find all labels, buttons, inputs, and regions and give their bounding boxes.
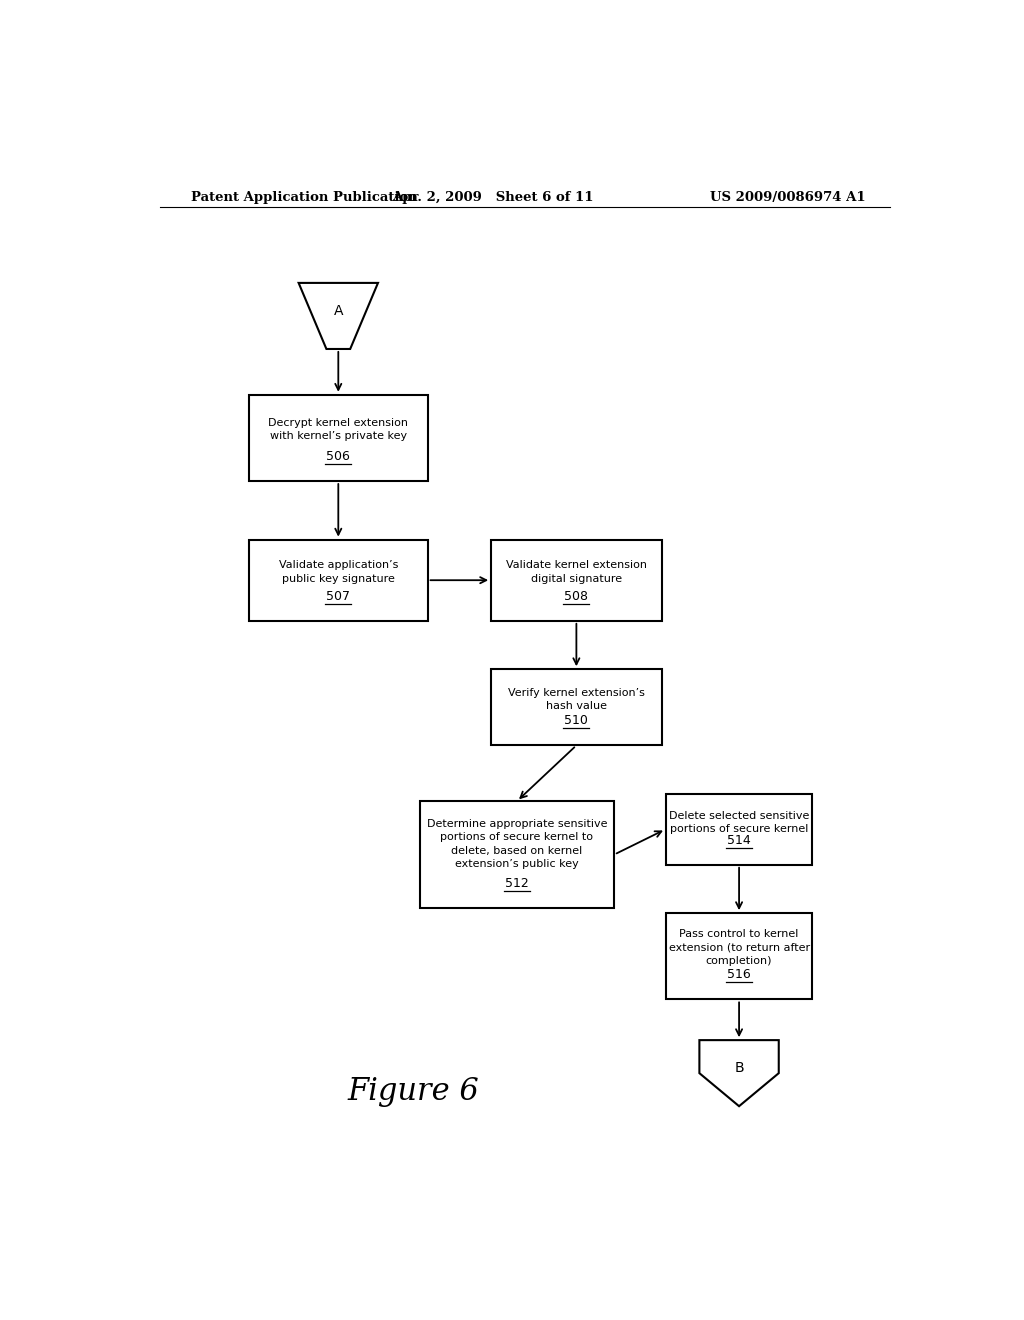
- Text: Pass control to kernel
extension (to return after
completion): Pass control to kernel extension (to ret…: [669, 929, 810, 966]
- Bar: [420, 801, 614, 908]
- Bar: [249, 540, 428, 620]
- Text: Verify kernel extension’s
hash value: Verify kernel extension’s hash value: [508, 688, 645, 711]
- Text: Validate application’s
public key signature: Validate application’s public key signat…: [279, 561, 398, 583]
- Text: 506: 506: [327, 450, 350, 463]
- Bar: [666, 913, 812, 999]
- Text: B: B: [734, 1061, 743, 1076]
- Text: Validate kernel extension
digital signature: Validate kernel extension digital signat…: [506, 561, 647, 583]
- Polygon shape: [299, 282, 378, 348]
- Bar: [249, 395, 428, 480]
- Text: Determine appropriate sensitive
portions of secure kernel to
delete, based on ke: Determine appropriate sensitive portions…: [427, 820, 607, 869]
- Text: Patent Application Publication: Patent Application Publication: [191, 190, 418, 203]
- Text: US 2009/0086974 A1: US 2009/0086974 A1: [711, 190, 866, 203]
- Text: A: A: [334, 304, 343, 318]
- Bar: [666, 793, 812, 865]
- Text: 508: 508: [564, 590, 589, 602]
- Text: 514: 514: [727, 833, 751, 846]
- Text: Figure 6: Figure 6: [348, 1076, 479, 1107]
- Text: 512: 512: [505, 876, 528, 890]
- Bar: [492, 669, 662, 746]
- Bar: [492, 540, 662, 620]
- Text: Decrypt kernel extension
with kernel’s private key: Decrypt kernel extension with kernel’s p…: [268, 417, 409, 441]
- Polygon shape: [699, 1040, 779, 1106]
- Text: Delete selected sensitive
portions of secure kernel: Delete selected sensitive portions of se…: [669, 810, 809, 834]
- Text: 507: 507: [327, 590, 350, 602]
- Text: 516: 516: [727, 968, 751, 981]
- Text: Apr. 2, 2009   Sheet 6 of 11: Apr. 2, 2009 Sheet 6 of 11: [392, 190, 594, 203]
- Text: 510: 510: [564, 714, 589, 727]
